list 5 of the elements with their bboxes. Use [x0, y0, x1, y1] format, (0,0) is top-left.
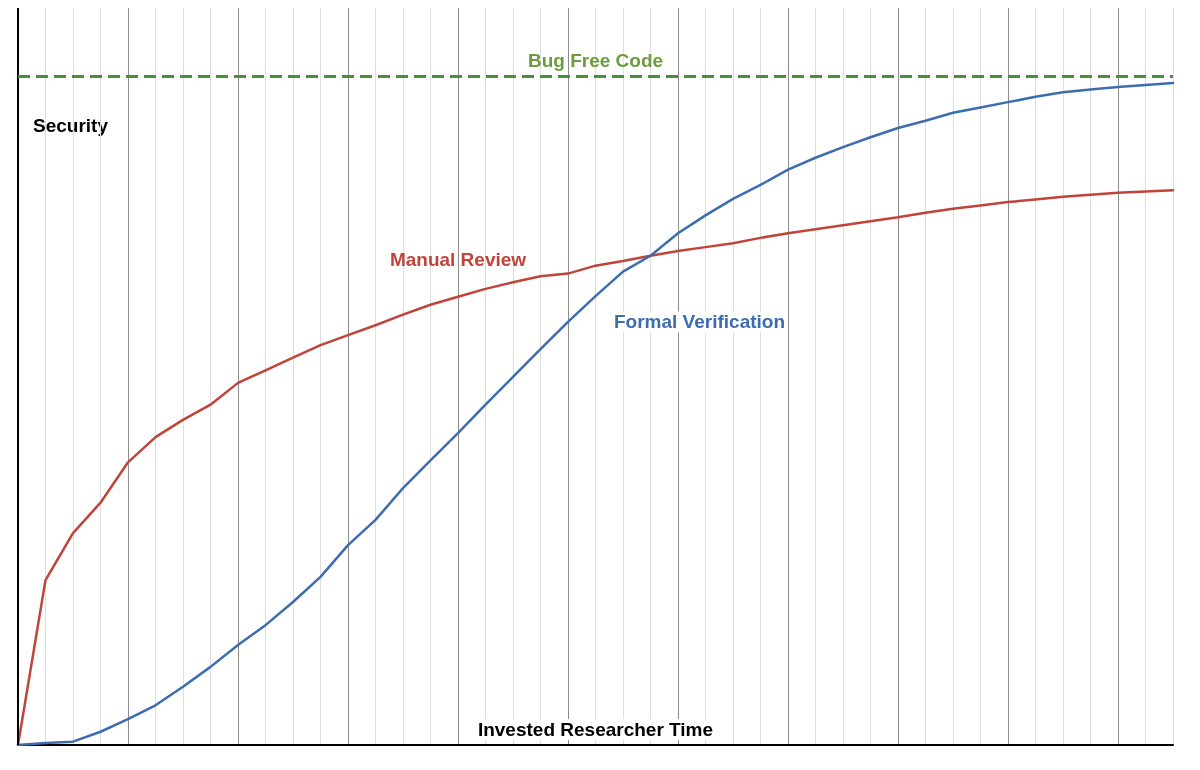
x-axis-title: Invested Researcher Time	[477, 719, 714, 740]
ref-line-label: Bug Free Code	[527, 50, 664, 72]
series-label: Formal Verification	[614, 311, 786, 333]
y-axis-title: Security	[33, 115, 109, 136]
series-label: Manual Review	[389, 248, 527, 270]
